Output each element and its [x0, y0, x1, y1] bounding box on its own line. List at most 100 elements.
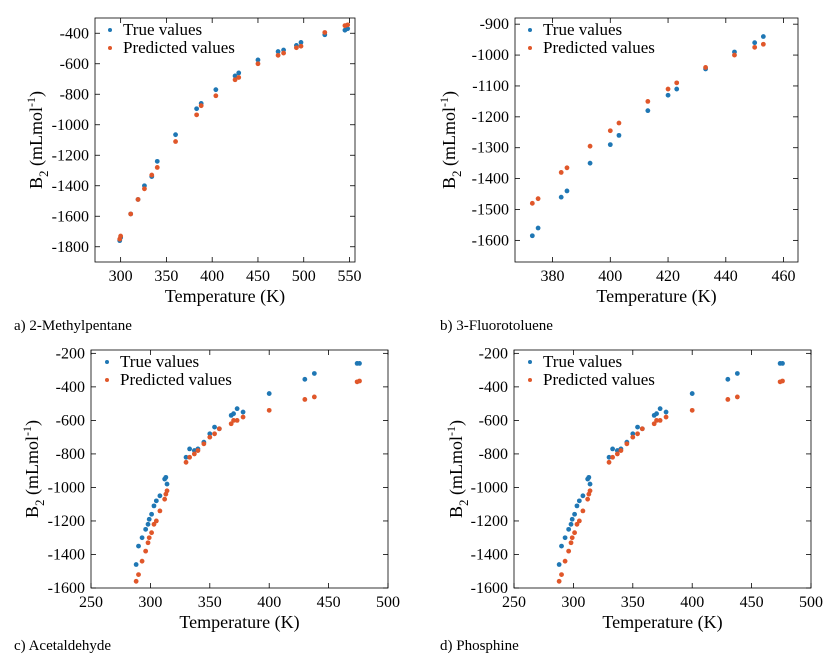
- true-value-point: [187, 446, 193, 452]
- true-value-point: [587, 481, 593, 487]
- predicted-value-point: [194, 112, 200, 118]
- true-value-point: [587, 160, 593, 166]
- predicted-value-point: [616, 120, 622, 126]
- predicted-value-point: [732, 52, 737, 58]
- legend-marker-predicted: [108, 46, 112, 50]
- predicted-value-point: [195, 448, 201, 453]
- predicted-value-point: [201, 441, 207, 447]
- predicted-value-point: [635, 431, 640, 437]
- true-value-point: [143, 526, 149, 532]
- y-tick-label: -600: [56, 412, 85, 429]
- predicted-value-point: [128, 211, 134, 217]
- legend-marker-true: [528, 28, 532, 32]
- x-tick-label: 400: [200, 268, 224, 285]
- axes-frame: [90, 349, 389, 589]
- predicted-value-point: [213, 93, 219, 99]
- predicted-value-point: [580, 508, 586, 514]
- predicted-value-point: [651, 421, 657, 427]
- predicted-value-point: [689, 407, 695, 413]
- y-tick-label: -900: [480, 16, 509, 33]
- predicted-value-point: [255, 61, 261, 67]
- legend-label-predicted: Predicted values: [120, 370, 232, 389]
- predicted-value-point: [529, 200, 535, 206]
- x-tick-label: 550: [338, 268, 362, 285]
- predicted-value-point: [157, 508, 163, 514]
- true-value-point: [136, 543, 141, 549]
- y-label-subscript: 2: [449, 170, 464, 177]
- predicted-value-point: [162, 496, 168, 502]
- y-label-main: B: [439, 177, 459, 189]
- panel-caption: a) 2-Methylpentane: [14, 318, 132, 334]
- predicted-value-point: [657, 417, 663, 423]
- predicted-value-point: [212, 431, 217, 437]
- predicted-value-point: [654, 417, 659, 423]
- y-label-superscript: -1: [444, 426, 458, 436]
- y-label-main: B: [22, 506, 42, 518]
- true-value-point: [232, 73, 238, 79]
- predicted-value-point: [145, 540, 151, 546]
- y-label-unit: (mLmol: [439, 107, 460, 171]
- y-tick-label: -600: [60, 56, 89, 73]
- y-tick-label: -600: [479, 412, 508, 429]
- predicted-value-point: [281, 50, 286, 56]
- predicted-value-point: [266, 407, 272, 413]
- true-value-point: [157, 493, 163, 499]
- y-label-end: ): [22, 420, 43, 426]
- predicted-value-point: [298, 43, 304, 49]
- predicted-value-point: [535, 196, 541, 202]
- predicted-value-point: [562, 558, 568, 564]
- legend-marker-predicted: [528, 46, 532, 50]
- predicted-value-point: [275, 52, 281, 58]
- true-value-point: [194, 106, 200, 112]
- predicted-value-point: [139, 558, 145, 564]
- x-tick-label: 380: [541, 268, 565, 285]
- true-value-point: [569, 516, 575, 522]
- true-value-point: [146, 516, 152, 522]
- predicted-value-point: [576, 518, 582, 524]
- predicted-value-point: [294, 45, 299, 51]
- predicted-value-point: [663, 414, 669, 420]
- true-value-point: [213, 87, 219, 93]
- predicted-value-point: [149, 172, 155, 178]
- predicted-value-point: [232, 77, 238, 83]
- y-tick-label: -1400: [48, 546, 85, 563]
- predicted-value-point: [322, 30, 328, 35]
- x-tick-label: 450: [246, 268, 270, 285]
- true-value-point: [345, 26, 351, 32]
- predicted-value-point: [607, 128, 613, 134]
- predicted-value-point: [618, 448, 624, 453]
- true-value-point: [357, 361, 362, 366]
- y-tick-label: -1000: [471, 479, 508, 496]
- true-value-point: [614, 448, 620, 453]
- y-tick-label: -200: [56, 345, 85, 362]
- legend-label-predicted: Predicted values: [123, 38, 235, 57]
- x-tick-label: 300: [109, 268, 133, 285]
- predicted-value-point: [587, 488, 593, 494]
- y-label-end: ): [26, 91, 47, 97]
- y-tick-label: -1400: [52, 178, 89, 195]
- true-value-point: [556, 562, 562, 567]
- legend-marker-true: [528, 360, 532, 364]
- legend-marker-true: [108, 28, 112, 32]
- y-label-unit: (mLmol: [22, 436, 43, 500]
- true-value-point: [630, 431, 636, 437]
- true-value-point: [576, 498, 582, 504]
- true-value-point: [645, 108, 651, 114]
- predicted-value-point: [357, 378, 362, 384]
- y-label-unit: (mLmol: [26, 107, 47, 171]
- x-tick-label: 350: [621, 594, 645, 611]
- legend-label-true: True values: [120, 352, 199, 371]
- predicted-value-point: [566, 548, 572, 554]
- y-tick-label: -1000: [472, 47, 509, 64]
- predicted-value-point: [568, 540, 574, 546]
- true-value-point: [564, 188, 570, 194]
- predicted-value-point: [153, 518, 159, 524]
- predicted-value-point: [558, 170, 564, 175]
- predicted-value-point: [207, 434, 213, 440]
- true-value-point: [674, 86, 680, 92]
- true-value-point: [780, 361, 785, 366]
- y-tick-label: -1000: [48, 479, 85, 496]
